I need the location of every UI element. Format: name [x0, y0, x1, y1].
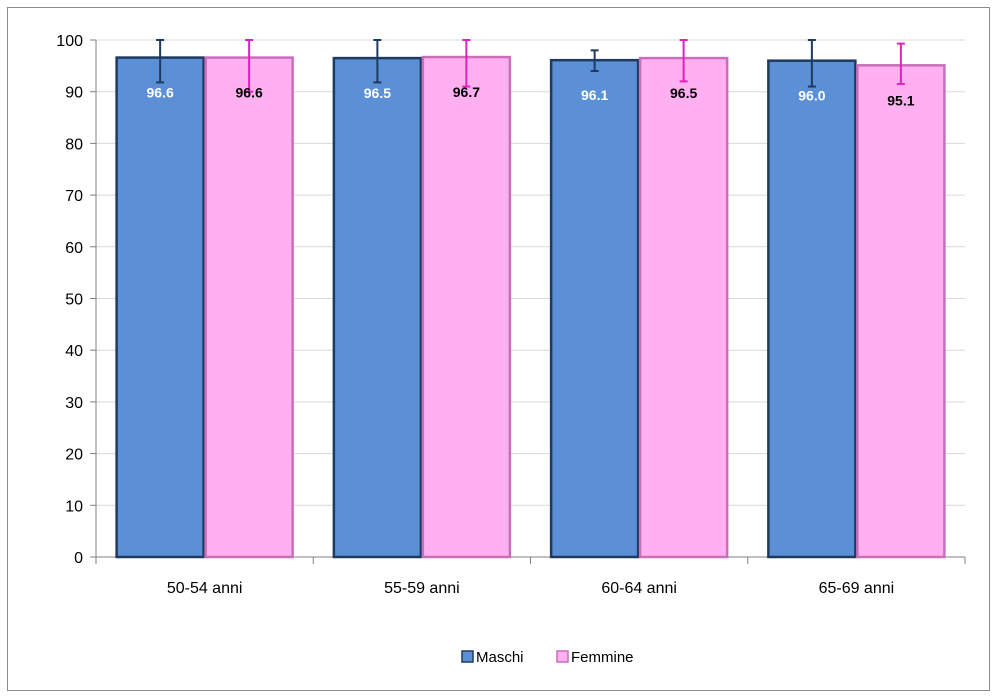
y-tick-label: 90: [65, 85, 83, 102]
bar-femmine: [856, 64, 946, 559]
y-tick-label: 50: [65, 292, 83, 309]
x-tick-label: 60-64 anni: [601, 580, 677, 597]
x-tick-label: 55-59 anni: [384, 580, 460, 597]
data-label: 96.6: [236, 85, 263, 101]
y-tick-label: 40: [65, 343, 83, 360]
legend-label-maschi: Maschi: [476, 649, 524, 666]
bar-femmine: [204, 56, 294, 559]
data-label: 96.1: [581, 87, 608, 103]
bar-femmine: [421, 55, 512, 559]
bar-femmine: [638, 56, 729, 559]
data-label: 96.5: [670, 85, 697, 101]
y-tick-label: 70: [65, 188, 83, 205]
y-tick-label: 30: [65, 395, 83, 412]
x-tick-label: 65-69 anni: [819, 580, 895, 597]
bar-maschi: [115, 56, 205, 559]
y-tick-label: 60: [65, 240, 83, 257]
legend-swatch-femmine: [556, 650, 569, 663]
legend-label-femmine: Femmine: [571, 649, 634, 666]
data-label: 96.6: [147, 85, 174, 101]
bar-maschi: [549, 58, 640, 559]
y-tick-label: 80: [65, 136, 83, 153]
bar-maschi: [332, 56, 423, 559]
x-tick-label: 50-54 anni: [167, 580, 243, 597]
y-tick-label: 0: [74, 550, 83, 567]
y-tick-label: 10: [65, 498, 83, 515]
legend-swatch-maschi: [461, 650, 474, 663]
data-label: 96.0: [798, 88, 825, 104]
y-tick-label: 100: [56, 33, 83, 50]
bar-maschi: [767, 59, 857, 559]
y-tick-label: 20: [65, 447, 83, 464]
data-label: 96.5: [364, 85, 391, 101]
data-label: 96.7: [453, 84, 480, 100]
data-label: 95.1: [887, 92, 914, 108]
